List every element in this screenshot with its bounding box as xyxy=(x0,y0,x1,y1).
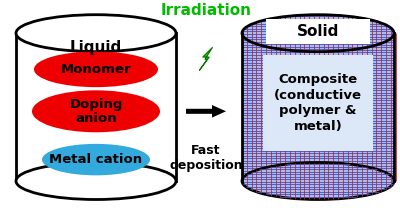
Text: Fast
deposition: Fast deposition xyxy=(169,143,243,172)
Text: Metal cation: Metal cation xyxy=(50,153,142,166)
Polygon shape xyxy=(199,47,213,70)
Ellipse shape xyxy=(242,15,394,52)
Text: Solid: Solid xyxy=(297,24,339,39)
Text: Liquid: Liquid xyxy=(70,40,122,55)
Bar xyxy=(266,19,370,44)
Ellipse shape xyxy=(16,163,176,199)
Ellipse shape xyxy=(242,163,394,199)
Text: Monomer: Monomer xyxy=(61,63,131,76)
Bar xyxy=(263,55,373,151)
Text: Composite
(conductive
polymer &
metal): Composite (conductive polymer & metal) xyxy=(274,73,362,133)
Text: Doping
anion: Doping anion xyxy=(69,98,123,125)
Text: Irradiation: Irradiation xyxy=(160,3,252,18)
Bar xyxy=(16,33,176,181)
Bar xyxy=(242,33,394,181)
Ellipse shape xyxy=(16,15,176,52)
FancyArrow shape xyxy=(186,105,226,118)
Ellipse shape xyxy=(34,51,158,87)
Ellipse shape xyxy=(32,90,160,132)
Ellipse shape xyxy=(42,144,150,175)
